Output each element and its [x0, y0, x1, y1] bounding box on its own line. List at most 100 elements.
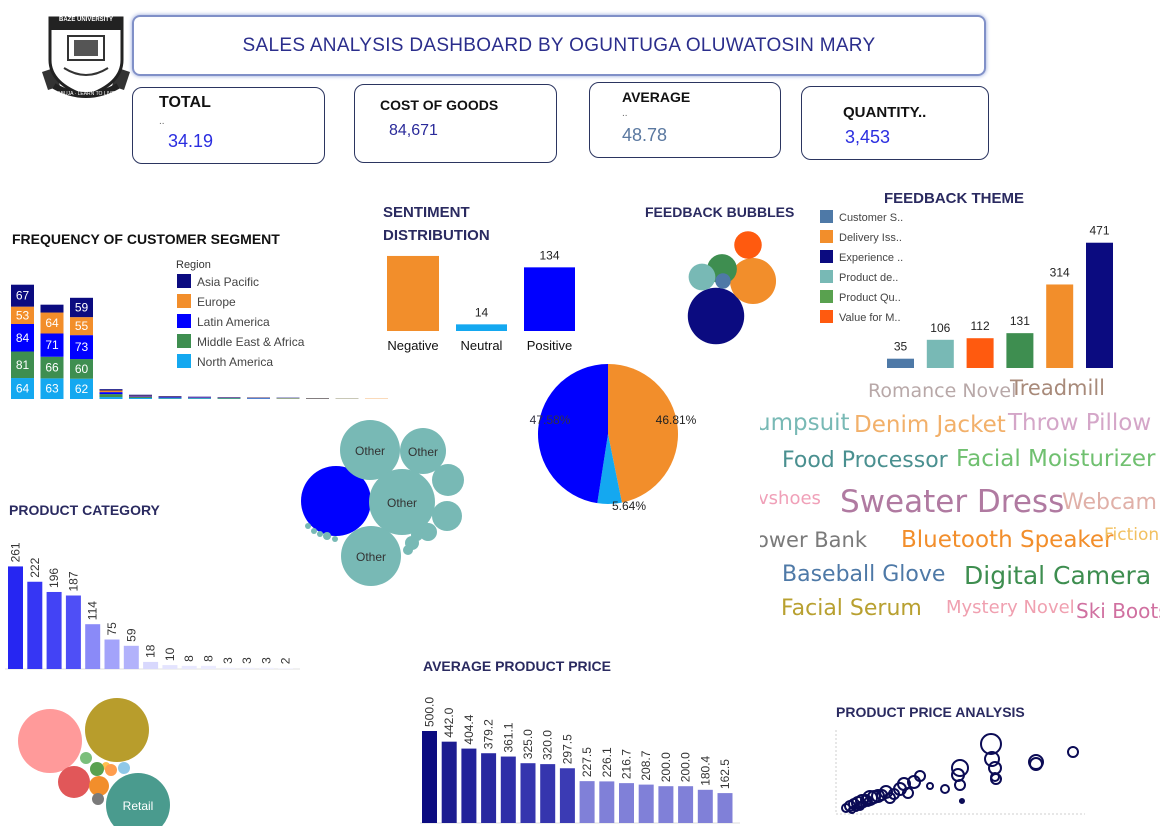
- category-value-label: 222: [28, 557, 42, 577]
- category-bar: [123, 645, 139, 669]
- pie-slice: [538, 364, 608, 504]
- segment-bar: [40, 312, 64, 334]
- segment-legend-swatch: [177, 334, 191, 348]
- logo-text: BAZE UNIVERSITY: [58, 17, 113, 23]
- segment-bar: [158, 396, 182, 397]
- feedback-bubble: [729, 257, 777, 305]
- segment-bubble: [90, 762, 104, 776]
- theme-legend-swatch: [820, 210, 833, 223]
- sentiment-value-label: 134: [539, 250, 559, 262]
- segment-bar-label: 81: [16, 358, 30, 372]
- segment-bar-label: 60: [75, 362, 89, 376]
- sentiment-category-label: Negative: [387, 338, 438, 353]
- category-value-label: 187: [66, 571, 80, 591]
- kpi-cost-value: 84,671: [389, 122, 438, 139]
- kpi-quantity-label: QUANTITY..: [843, 104, 927, 121]
- avg-price-bar: [579, 781, 595, 823]
- scatter-point: [926, 782, 934, 790]
- avg-price-value-label: 442.0: [442, 707, 456, 737]
- theme-bar: [1046, 284, 1074, 368]
- kpi-average-label: AVERAGE: [622, 89, 691, 105]
- category-bubble-label: Other: [387, 496, 417, 510]
- avg-price-bar: [481, 753, 497, 823]
- kpi-total-dots: ..: [159, 116, 165, 127]
- category-value-label: 3: [259, 657, 273, 664]
- segment-bar: [158, 397, 182, 398]
- avg-price-value-label: 226.1: [600, 747, 614, 777]
- word-cloud-term: Facial Moisturizer: [956, 446, 1156, 472]
- theme-value-label: 471: [1089, 224, 1109, 238]
- avg-price-bar: [461, 748, 477, 823]
- word-cloud-term: Ski Boots: [1076, 599, 1160, 623]
- category-value-label: 196: [47, 568, 61, 588]
- category-bubble: [400, 428, 446, 474]
- avg-price-bar: [717, 793, 733, 823]
- segment-bar-label: 53: [16, 308, 30, 322]
- feedback-bubbles-title: FEEDBACK BUBBLES: [645, 204, 795, 220]
- segment-bar: [11, 378, 34, 399]
- avg-price-value-label: 208.7: [639, 750, 653, 780]
- segment-bubble: [105, 764, 117, 776]
- segment-bar: [99, 397, 123, 399]
- segment-bar: [217, 398, 241, 399]
- category-bubble-label: Other: [408, 445, 438, 459]
- word-cloud-term: Baseball Glove: [782, 562, 946, 587]
- theme-value-label: 314: [1050, 265, 1070, 279]
- category-bar: [8, 566, 23, 669]
- category-value-label: 75: [105, 622, 119, 636]
- sentiment-bar: [524, 267, 575, 331]
- segment-bubble: [85, 698, 149, 762]
- pie-label: 46.81%: [656, 413, 697, 427]
- category-bar: [278, 668, 294, 669]
- category-bubble: [332, 536, 338, 542]
- dashboard-title-box: SALES ANALYSIS DASHBOARD BY OGUNTUGA OLU…: [132, 15, 986, 76]
- feedback-bubble: [688, 263, 716, 291]
- category-bubble-label: Other: [356, 550, 386, 564]
- category-bubble: [301, 466, 371, 536]
- word-cloud-term: Mystery Novel: [946, 597, 1075, 618]
- scatter-point: [984, 751, 1000, 767]
- scatter-point: [871, 789, 885, 803]
- avg-price-chart: 500.0 442.0 404.4 379.2 361.1 325.0 320.0 297.5…: [420, 697, 740, 824]
- sentiment-bar-chart: 158 Negative 14 Neutral 134 Positive: [387, 250, 575, 353]
- category-value-label: 18: [144, 644, 158, 658]
- segment-bubble: [18, 709, 82, 773]
- category-bubble: [411, 529, 423, 541]
- category-value-label: 2: [279, 657, 293, 664]
- scatter-point: [863, 797, 873, 807]
- category-value-label: 3: [240, 657, 254, 664]
- theme-bar: [887, 358, 914, 368]
- feedback-bubble: [734, 231, 762, 259]
- kpi-cost-card: COST OF GOODS 84,671: [354, 84, 557, 163]
- segment-bar: [99, 389, 123, 391]
- theme-legend-label: Product Qu..: [839, 292, 901, 304]
- segment-bar: [188, 398, 211, 399]
- kpi-quantity-value: 3,453: [845, 127, 891, 147]
- segment-bar: [129, 397, 152, 399]
- segment-bar-label: 59: [75, 300, 89, 314]
- segment-bubble: [106, 773, 170, 826]
- segment-bar: [70, 317, 93, 336]
- category-value-label: 10: [163, 647, 177, 661]
- segment-bar: [40, 304, 64, 313]
- segment-bar: [11, 284, 34, 307]
- theme-value-label: 131: [1010, 314, 1030, 328]
- logo-seal-icon: [42, 16, 130, 98]
- segment-chart: 64 81 84 53 67 63 66 71 64 62 60 73 55 59 Region Asia P…: [11, 259, 388, 399]
- avg-price-bar: [619, 783, 634, 823]
- segment-bar-label: 66: [45, 361, 59, 375]
- theme-legend-label: Product de..: [839, 272, 898, 284]
- pie-slice: [597, 434, 622, 504]
- category-value-label: 8: [202, 655, 216, 662]
- feedback-theme-chart: Customer S.. Delivery Iss.. Experience .. P…: [820, 210, 1113, 368]
- theme-value-label: 112: [971, 319, 990, 333]
- segment-bubbles-chart: Retail: [18, 698, 170, 826]
- word-cloud-term: Throw Pillow: [1008, 410, 1152, 436]
- theme-legend-swatch: [820, 290, 833, 303]
- scatter-point: [1067, 746, 1079, 758]
- category-value-label: 59: [124, 628, 138, 642]
- segment-bar: [70, 335, 93, 360]
- sentiment-pie-chart: 46.81% 5.64% 47.58%: [530, 364, 697, 513]
- scatter-point: [940, 784, 950, 794]
- category-bar: [258, 667, 274, 669]
